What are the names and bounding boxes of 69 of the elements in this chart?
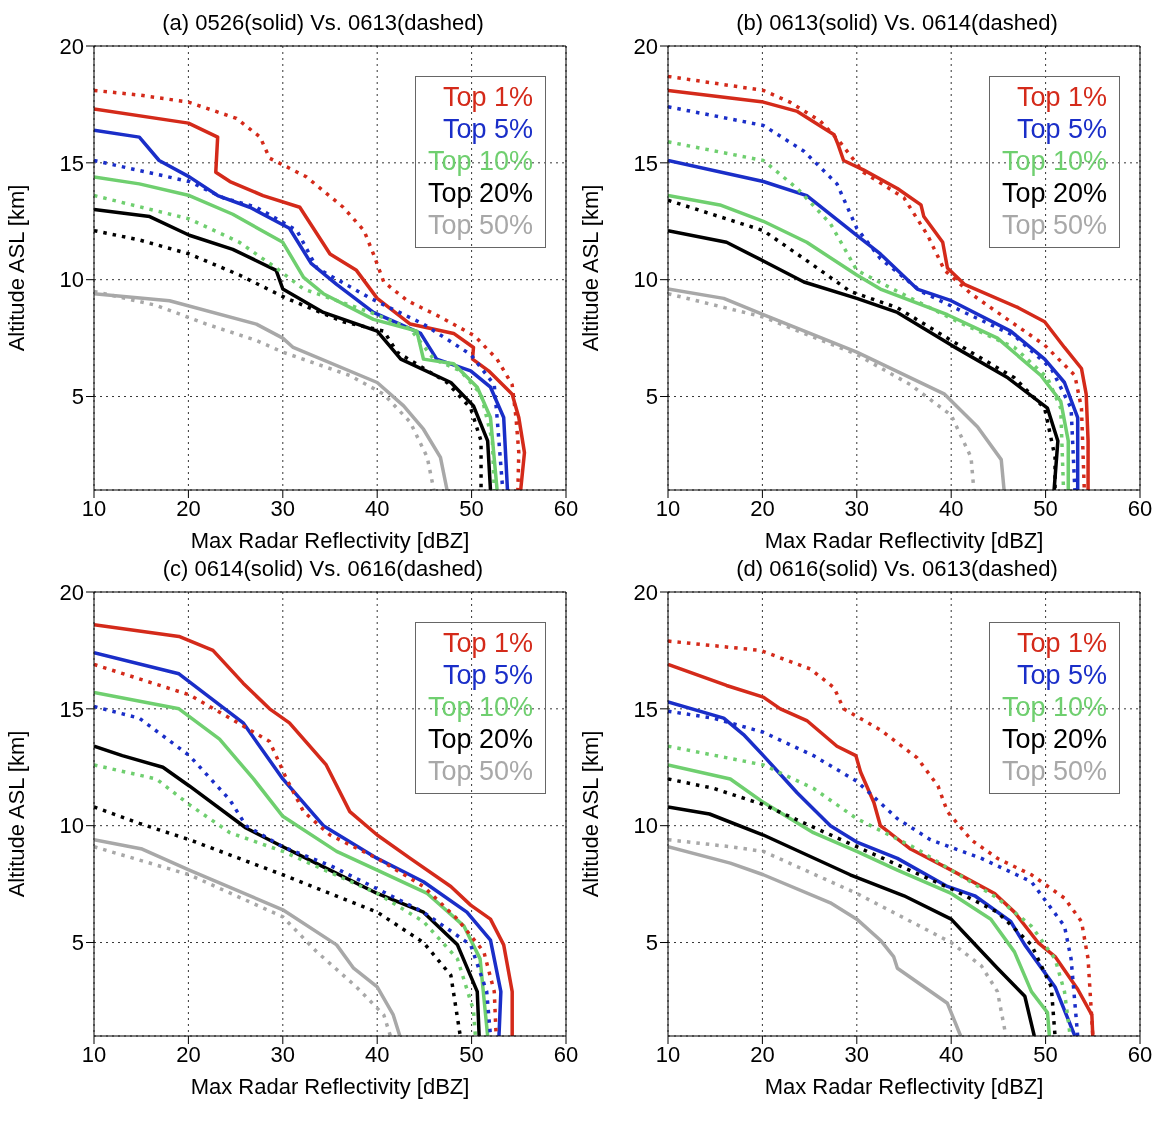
x-tick-label: 30 <box>270 495 296 521</box>
text: Top 5% <box>441 113 533 145</box>
text: Top 1% <box>1015 627 1107 659</box>
x-axis-title: Max Radar Reflectivity [dBZ] <box>764 528 1044 553</box>
x-tick-label: 30 <box>844 1041 870 1067</box>
line-series <box>668 844 963 1036</box>
text: Top 10% <box>427 691 533 723</box>
x-tick-label: 50 <box>1033 1041 1058 1067</box>
text: Top 1% <box>441 81 533 113</box>
text: Top 20% <box>427 177 533 209</box>
y-tick-label: 20 <box>633 33 658 59</box>
x-tick-label: 30 <box>270 1041 296 1067</box>
x-tick-label: 60 <box>553 1041 579 1067</box>
x-axis-title: Max Radar Reflectivity [dBZ] <box>190 1074 470 1099</box>
text: Top 50% <box>427 755 533 787</box>
y-tick-label: 20 <box>59 579 84 605</box>
text: Top 5% <box>441 659 533 691</box>
y-axis-title: Altitude ASL [km] <box>3 184 29 352</box>
chart-title: (b) 0613(solid) Vs. 0614(dashed) <box>736 10 1058 35</box>
y-axis-title: Altitude ASL [km] <box>3 730 29 898</box>
text: Top 50% <box>427 209 533 241</box>
y-tick-label: 15 <box>633 696 658 722</box>
x-tick-label: 20 <box>750 495 775 521</box>
y-tick-label: 10 <box>59 267 84 293</box>
chart-title: (c) 0614(solid) Vs. 0616(dashed) <box>162 556 484 581</box>
x-tick-label: 40 <box>364 495 390 521</box>
x-tick-label: 20 <box>176 1041 201 1067</box>
y-tick-label: 15 <box>59 150 84 176</box>
y-tick-label: 5 <box>71 930 84 956</box>
text: Top 50% <box>1001 755 1107 787</box>
text: Top 1% <box>1015 81 1107 113</box>
chart-title: (d) 0616(solid) Vs. 0613(dashed) <box>736 556 1058 581</box>
y-tick-label: 20 <box>633 579 658 605</box>
y-tick-label: 5 <box>71 384 84 410</box>
x-tick-label: 60 <box>553 495 579 521</box>
text: Top 1% <box>441 627 533 659</box>
x-tick-label: 20 <box>176 495 201 521</box>
x-tick-label: 60 <box>1127 1041 1153 1067</box>
y-tick-label: 10 <box>633 813 658 839</box>
x-tick-label: 40 <box>364 1041 390 1067</box>
text: Top 5% <box>1015 113 1107 145</box>
text: Top 5% <box>1015 659 1107 691</box>
x-tick-label: 30 <box>844 495 870 521</box>
text: Top 50% <box>1001 209 1107 241</box>
x-tick-label: 20 <box>750 1041 775 1067</box>
y-tick-label: 10 <box>59 813 84 839</box>
x-tick-label: 40 <box>938 1041 964 1067</box>
y-tick-label: 5 <box>645 930 658 956</box>
text: Top 10% <box>1001 691 1107 723</box>
x-tick-label: 50 <box>1033 495 1058 521</box>
text: Top 20% <box>427 723 533 755</box>
text: Top 10% <box>1001 145 1107 177</box>
y-tick-label: 10 <box>633 267 658 293</box>
x-tick-label: 40 <box>938 495 964 521</box>
chart-title: (a) 0526(solid) Vs. 0613(dashed) <box>162 10 484 35</box>
y-axis-title: Altitude ASL [km] <box>577 184 603 352</box>
text: Top 10% <box>427 145 533 177</box>
x-tick-label: 50 <box>459 1041 484 1067</box>
x-tick-label: 50 <box>459 495 484 521</box>
x-tick-label: 60 <box>1127 495 1153 521</box>
y-axis-title: Altitude ASL [km] <box>577 730 603 898</box>
y-tick-label: 20 <box>59 33 84 59</box>
text: Top 20% <box>1001 723 1107 755</box>
x-axis-title: Max Radar Reflectivity [dBZ] <box>764 1074 1044 1099</box>
y-tick-label: 15 <box>633 150 658 176</box>
text: Top 20% <box>1001 177 1107 209</box>
y-tick-label: 5 <box>645 384 658 410</box>
y-tick-label: 15 <box>59 696 84 722</box>
x-axis-title: Max Radar Reflectivity [dBZ] <box>190 528 470 553</box>
